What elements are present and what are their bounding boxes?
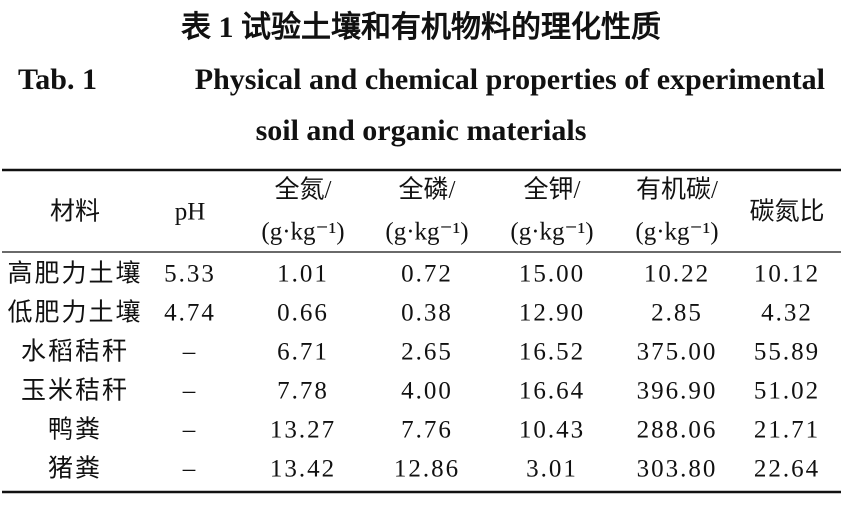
cell: 5.33 — [164, 261, 216, 288]
header-unit: (g·kg⁻¹) — [510, 219, 593, 246]
cell: 22.64 — [754, 456, 820, 483]
cell: 4.00 — [401, 378, 453, 405]
row-label: 水稻秸秆 — [21, 338, 129, 366]
row-label: 鸭粪 — [48, 416, 102, 444]
cell: 15.00 — [519, 261, 585, 288]
header-name: 有机碳/ — [636, 176, 718, 204]
cell: 6.71 — [277, 339, 329, 366]
cell: 51.02 — [754, 378, 820, 405]
cell: 0.72 — [401, 261, 453, 288]
header-name: 材料 — [50, 198, 100, 226]
cell: 396.90 — [637, 378, 718, 405]
cell: 288.06 — [637, 417, 718, 444]
cell: 3.01 — [526, 456, 578, 483]
header-name: pH — [175, 199, 206, 226]
cell: 1.01 — [277, 261, 329, 288]
header-name: 全钾/ — [524, 176, 581, 204]
cell: 4.32 — [761, 300, 813, 327]
cell: 2.65 — [401, 339, 453, 366]
header-unit: (g·kg⁻¹) — [635, 219, 718, 246]
row-label: 猪粪 — [48, 455, 102, 483]
header-name: 全氮/ — [275, 176, 332, 204]
cell: 7.76 — [401, 417, 453, 444]
cell: 0.38 — [401, 300, 453, 327]
cell: 10.43 — [519, 417, 585, 444]
cell: 55.89 — [754, 339, 820, 366]
cell: 12.86 — [394, 456, 460, 483]
cell: – — [182, 378, 198, 405]
caption-en-label: Tab. 1 — [18, 63, 97, 96]
cell: – — [182, 456, 198, 483]
caption-zh: 表 1 试验土壤和有机物料的理化性质 — [181, 10, 661, 44]
cell: – — [182, 417, 198, 444]
cell: 10.12 — [754, 261, 820, 288]
cell: 4.74 — [164, 300, 216, 327]
cell: 7.78 — [277, 378, 329, 405]
caption-en: soil and organic materials — [256, 114, 587, 147]
header-unit: (g·kg⁻¹) — [385, 219, 468, 246]
cell: 13.27 — [270, 417, 336, 444]
cell: 16.52 — [519, 339, 585, 366]
cell: 2.85 — [651, 300, 703, 327]
caption-en: Physical and chemical properties of expe… — [195, 63, 825, 96]
header-name: 全磷/ — [399, 176, 456, 204]
row-label: 低肥力土壤 — [7, 299, 142, 327]
row-label: 高肥力土壤 — [7, 260, 142, 288]
cell: 13.42 — [270, 456, 336, 483]
cell: 375.00 — [637, 339, 718, 366]
cell: 303.80 — [637, 456, 718, 483]
header-name: 碳氮比 — [749, 198, 824, 226]
cell: 0.66 — [277, 300, 329, 327]
cell: – — [182, 339, 198, 366]
cell: 16.64 — [519, 378, 585, 405]
cell: 21.71 — [754, 417, 820, 444]
row-label: 玉米秸秆 — [21, 377, 129, 405]
cell: 10.22 — [644, 261, 710, 288]
cell: 12.90 — [519, 300, 585, 327]
header-unit: (g·kg⁻¹) — [261, 219, 344, 246]
